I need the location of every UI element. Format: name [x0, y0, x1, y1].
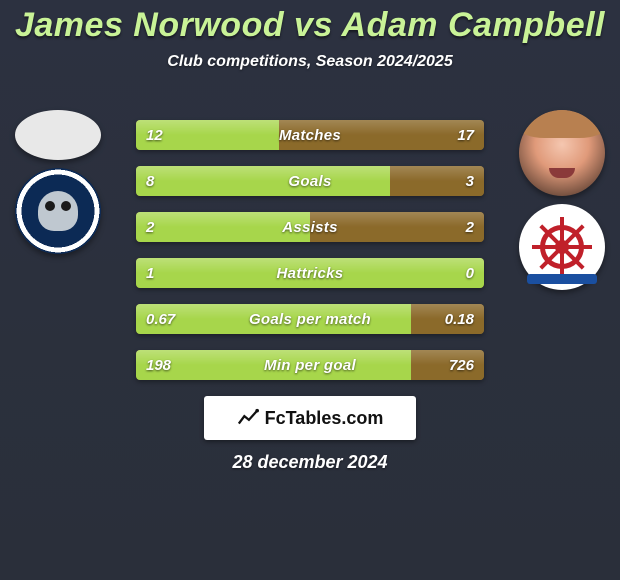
stat-row: 0.670.18Goals per match	[136, 304, 484, 334]
stat-label: Min per goal	[136, 350, 484, 380]
left-column	[8, 110, 108, 262]
brand-text: FcTables.com	[265, 408, 384, 429]
stat-label: Hattricks	[136, 258, 484, 288]
stat-row: 22Assists	[136, 212, 484, 242]
stats-panel: 1217Matches 83Goals 22Assists 10Hattricks 0.…	[136, 120, 484, 396]
ship-wheel-icon	[532, 217, 592, 277]
stat-row: 198726Min per goal	[136, 350, 484, 380]
club-crest-right	[519, 204, 605, 290]
club-crest-left	[15, 168, 101, 254]
player-photo-right	[519, 110, 605, 196]
page-subtitle: Club competitions, Season 2024/2025	[0, 53, 620, 71]
right-column	[512, 110, 612, 298]
chart-icon	[237, 407, 259, 429]
owl-icon	[38, 191, 78, 231]
stat-label: Goals per match	[136, 304, 484, 334]
comparison-card: James Norwood vs Adam Campbell Club comp…	[0, 0, 620, 580]
stat-label: Assists	[136, 212, 484, 242]
stat-row: 83Goals	[136, 166, 484, 196]
footer-date: 28 december 2024	[0, 452, 620, 473]
page-title: James Norwood vs Adam Campbell	[0, 0, 620, 45]
stat-row: 10Hattricks	[136, 258, 484, 288]
stat-label: Matches	[136, 120, 484, 150]
brand-badge: FcTables.com	[204, 396, 416, 440]
stat-row: 1217Matches	[136, 120, 484, 150]
stat-label: Goals	[136, 166, 484, 196]
player-photo-left	[15, 110, 101, 160]
